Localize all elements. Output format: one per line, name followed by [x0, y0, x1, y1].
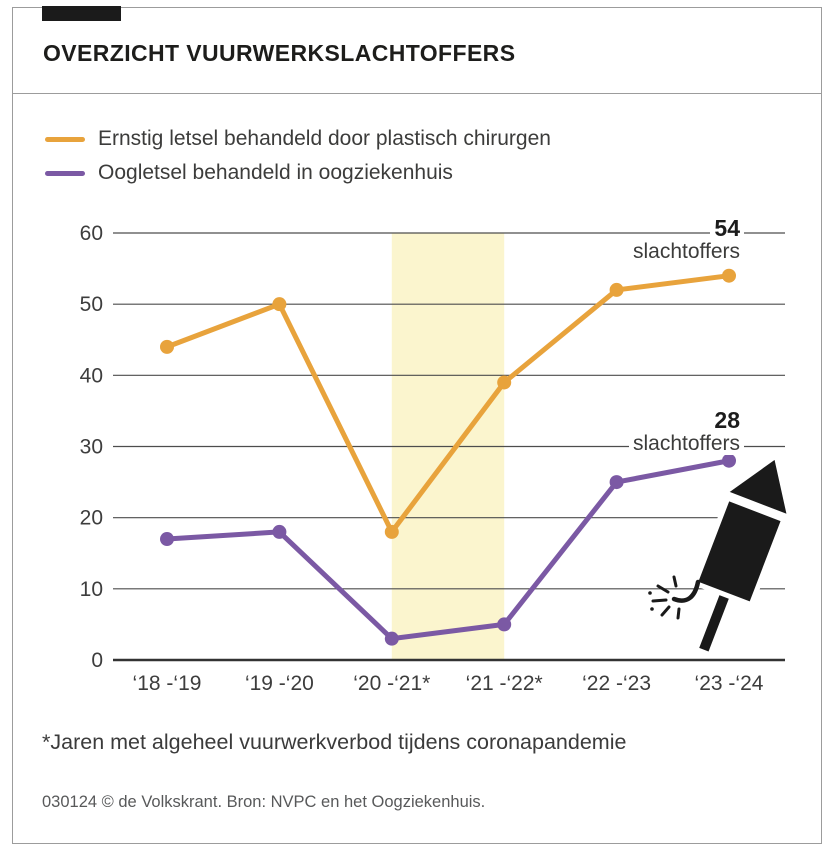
data-point	[272, 524, 287, 539]
x-tick-label: ‘19 -‘20	[245, 672, 314, 695]
x-tick-label: ‘23 -‘24	[695, 672, 764, 695]
page-title: OVERZICHT VUURWERKSLACHTOFFERS	[43, 40, 516, 66]
black-corner-tab	[42, 6, 121, 21]
data-point	[497, 617, 512, 632]
y-tick-label: 0	[91, 649, 103, 672]
y-tick-label: 50	[80, 293, 103, 316]
x-tick-label: ‘20 -‘21*	[353, 672, 430, 695]
y-tick-label: 40	[80, 364, 103, 387]
annotation-value: 54	[710, 216, 744, 240]
legend-label-purple: Oogletsel behandeld in oogziekenhuis	[98, 161, 453, 184]
data-point	[384, 631, 399, 646]
annotation-value: 28	[710, 408, 744, 432]
y-tick-label: 60	[80, 222, 103, 245]
y-tick-label: 10	[80, 578, 103, 601]
legend-item-orange: Ernstig letsel behandeld door plastisch …	[45, 122, 551, 156]
header: OVERZICHT VUURWERKSLACHTOFFERS	[13, 8, 821, 94]
data-point	[609, 282, 624, 297]
data-point	[272, 297, 287, 312]
data-point	[722, 268, 736, 283]
legend-swatch-purple	[45, 170, 85, 176]
legend-item-purple: Oogletsel behandeld in oogziekenhuis	[45, 156, 551, 190]
data-point	[160, 339, 174, 354]
source-credit: 030124 © de Volkskrant. Bron: NVPC en he…	[42, 793, 486, 811]
legend-label-orange: Ernstig letsel behandeld door plastisch …	[98, 127, 551, 150]
annotation-label: slachtoffers	[629, 432, 744, 455]
firework-icon	[648, 451, 794, 657]
data-point	[722, 453, 736, 468]
annotation-54-slachtoffers: 54 slachtoffers	[629, 216, 744, 263]
y-tick-label: 30	[80, 436, 103, 459]
series-line	[164, 458, 732, 642]
data-point	[384, 524, 399, 539]
x-tick-label: ‘22 -‘23	[582, 672, 651, 695]
data-point	[609, 475, 624, 490]
data-point	[497, 375, 512, 390]
legend-swatch-orange	[45, 136, 85, 142]
annotation-28-slachtoffers: 28 slachtoffers	[629, 408, 744, 455]
footnote: *Jaren met algeheel vuurwerkverbod tijde…	[42, 730, 627, 754]
legend: Ernstig letsel behandeld door plastisch …	[45, 122, 551, 190]
series-line	[164, 273, 732, 535]
data-point	[160, 532, 174, 547]
x-tick-label: ‘18 -‘19	[133, 672, 202, 695]
y-tick-label: 20	[80, 507, 103, 530]
x-tick-label: ‘21 -‘22*	[466, 672, 543, 695]
annotation-label: slachtoffers	[629, 240, 744, 263]
